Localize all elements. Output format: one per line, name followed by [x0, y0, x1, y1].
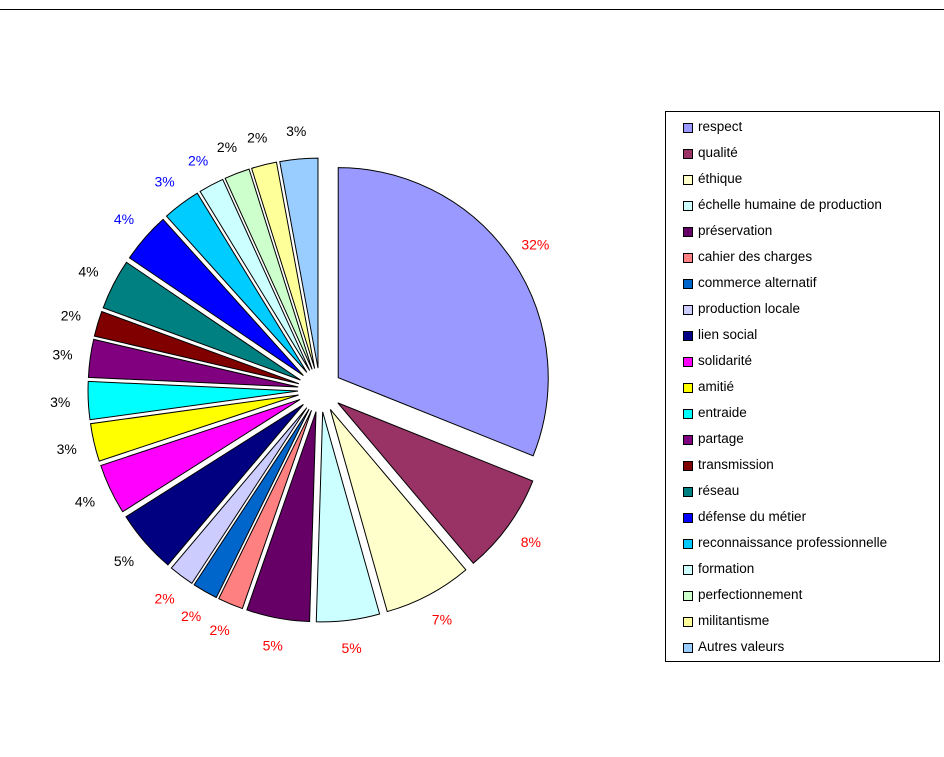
- legend-swatch: [683, 435, 693, 445]
- pie-slice-8: [125, 404, 304, 566]
- legend-swatch: [683, 513, 693, 523]
- legend-swatch: [683, 305, 693, 315]
- legend-swatch: [683, 565, 693, 575]
- slice-value-label-18: 2%: [217, 139, 237, 155]
- slice-value-label-5: 2%: [209, 622, 229, 638]
- legend-label: formation: [698, 561, 755, 576]
- legend-swatch: [683, 331, 693, 341]
- slice-value-label-3: 5%: [342, 640, 362, 656]
- legend-swatch: [683, 539, 693, 549]
- pie-slice-12: [87, 338, 299, 388]
- legend-label: éthique: [698, 171, 743, 186]
- pie-slice-9: [100, 398, 301, 513]
- legend-swatch: [683, 409, 693, 419]
- legend-swatch: [683, 279, 693, 289]
- slice-value-label-17: 2%: [188, 152, 208, 168]
- legend-label: commerce alternatif: [698, 275, 817, 290]
- pie-slice-6: [193, 408, 310, 599]
- legend-swatch: [683, 591, 693, 601]
- slice-value-label-7: 2%: [155, 590, 175, 606]
- slice-value-label-6: 2%: [181, 608, 201, 624]
- pie-slice-17: [199, 178, 311, 371]
- legend-swatch: [683, 253, 693, 263]
- slice-value-label-1: 8%: [521, 534, 541, 550]
- pie-slice-16: [165, 192, 308, 373]
- legend-label: qualité: [698, 145, 738, 160]
- legend-swatch: [683, 383, 693, 393]
- legend-label: production locale: [698, 301, 801, 316]
- legend-label: entraide: [698, 405, 747, 420]
- legend-label: lien social: [698, 327, 758, 342]
- pie-slice-19: [250, 161, 316, 369]
- legend-swatch: [683, 487, 693, 497]
- slice-value-label-4: 5%: [263, 638, 283, 654]
- pie-slice-1: [337, 402, 534, 564]
- legend-label: cahier des charges: [698, 249, 813, 264]
- legend-label: échelle humaine de production: [698, 197, 882, 212]
- legend-label: amitié: [698, 379, 735, 394]
- slice-value-label-11: 3%: [50, 394, 70, 410]
- pie-slice-14: [102, 261, 301, 381]
- legend-label: Autres valeurs: [698, 639, 785, 654]
- slice-value-label-2: 7%: [432, 612, 452, 628]
- pie-slice-5: [218, 410, 312, 610]
- pie-slice-0: [337, 167, 549, 457]
- slice-value-label-15: 4%: [114, 211, 134, 227]
- pie-slice-20: [279, 157, 319, 369]
- legend-swatch: [683, 175, 693, 185]
- slice-value-label-13: 2%: [61, 308, 81, 324]
- slice-value-label-9: 4%: [75, 493, 95, 509]
- legend: respect qualité éthique échelle humaine de …: [665, 111, 940, 662]
- slice-value-label-16: 3%: [155, 174, 175, 190]
- legend-swatch: [683, 123, 693, 133]
- slice-value-label-8: 5%: [114, 553, 134, 569]
- slice-value-label-12: 3%: [52, 346, 72, 362]
- pie-slice-13: [93, 310, 300, 385]
- pie-slice-15: [128, 218, 304, 376]
- pie-slice-2: [329, 409, 467, 613]
- legend-label: transmission: [698, 457, 774, 472]
- legend-swatch: [683, 643, 693, 653]
- legend-swatch: [683, 149, 693, 159]
- legend-swatch: [683, 357, 693, 367]
- legend-label: militantisme: [698, 613, 770, 628]
- pie-slice-7: [170, 407, 308, 585]
- legend-label: perfectionnement: [698, 587, 803, 602]
- legend-label: respect: [698, 119, 743, 134]
- pie-slice-11: [87, 380, 299, 421]
- legend-swatch: [683, 617, 693, 627]
- pie-slice-4: [246, 411, 317, 623]
- slice-value-label-0: 32%: [521, 236, 549, 252]
- legend-label: réseau: [698, 483, 740, 498]
- top-rule: [0, 9, 944, 10]
- pie-chart: 32% 8% 7% 5% 5% 2% 2% 2% 5% 4% 3% 3% 3% 2% 4% 4% 3% 2% 2% 2…: [50, 123, 549, 656]
- legend-label: préservation: [698, 223, 773, 238]
- legend-swatch: [683, 227, 693, 237]
- pie-slice-3: [315, 411, 381, 623]
- slice-value-label-10: 3%: [57, 441, 77, 457]
- legend-label: solidarité: [698, 353, 753, 368]
- pie-slice-18: [224, 168, 313, 370]
- pie-slice-10: [89, 394, 299, 462]
- slice-value-label-20: 3%: [286, 123, 306, 139]
- legend-label: défense du métier: [698, 509, 807, 524]
- slice-value-label-19: 2%: [247, 130, 267, 146]
- slice-value-label-14: 4%: [78, 264, 98, 280]
- legend-swatch: [683, 201, 693, 211]
- legend-label: partage: [698, 431, 744, 446]
- legend-label: reconnaissance professionnelle: [698, 535, 888, 550]
- legend-swatch: [683, 461, 693, 471]
